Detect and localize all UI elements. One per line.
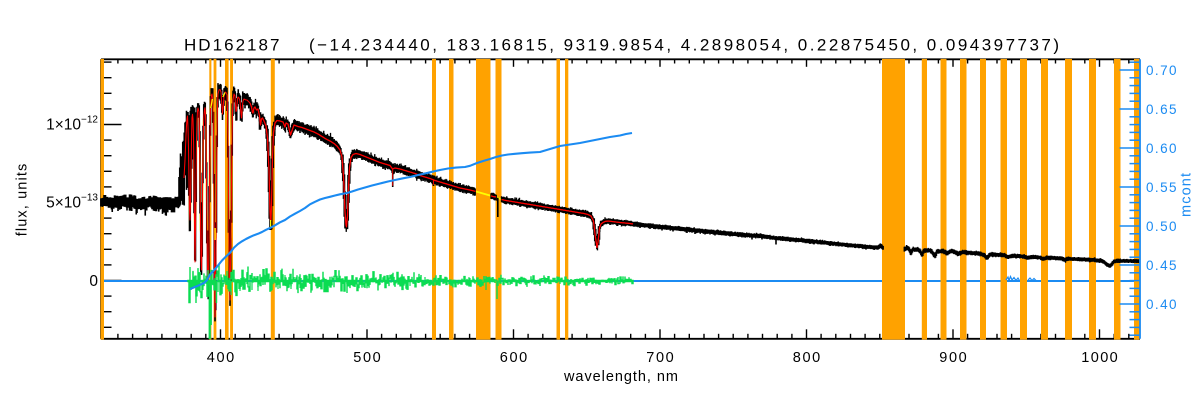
svg-text:0.65: 0.65: [1146, 102, 1177, 117]
svg-text:HD162187: HD162187: [184, 36, 280, 55]
svg-text:1×10−12: 1×10−12: [46, 115, 98, 134]
svg-text:500: 500: [353, 350, 381, 366]
svg-text:900: 900: [939, 350, 967, 366]
svg-text:0: 0: [89, 273, 98, 290]
svg-text:0.45: 0.45: [1146, 258, 1177, 273]
svg-text:0.60: 0.60: [1146, 141, 1177, 156]
svg-text:0.55: 0.55: [1146, 180, 1177, 195]
svg-text:700: 700: [646, 350, 674, 366]
svg-text:5×10−13: 5×10−13: [46, 193, 98, 212]
svg-text:0.70: 0.70: [1146, 63, 1177, 78]
svg-text:1000: 1000: [1081, 350, 1118, 366]
svg-text:400: 400: [207, 350, 235, 366]
svg-text:mcont: mcont: [1179, 173, 1195, 217]
svg-text:800: 800: [793, 350, 821, 366]
svg-text:0.40: 0.40: [1146, 297, 1177, 312]
svg-text:600: 600: [500, 350, 528, 366]
svg-text:(−14.234440, 183.16815, 9319.9: (−14.234440, 183.16815, 9319.9854, 4.289…: [309, 36, 1059, 55]
svg-text:wavelength, nm: wavelength, nm: [563, 369, 678, 385]
svg-text:0.50: 0.50: [1146, 219, 1177, 234]
